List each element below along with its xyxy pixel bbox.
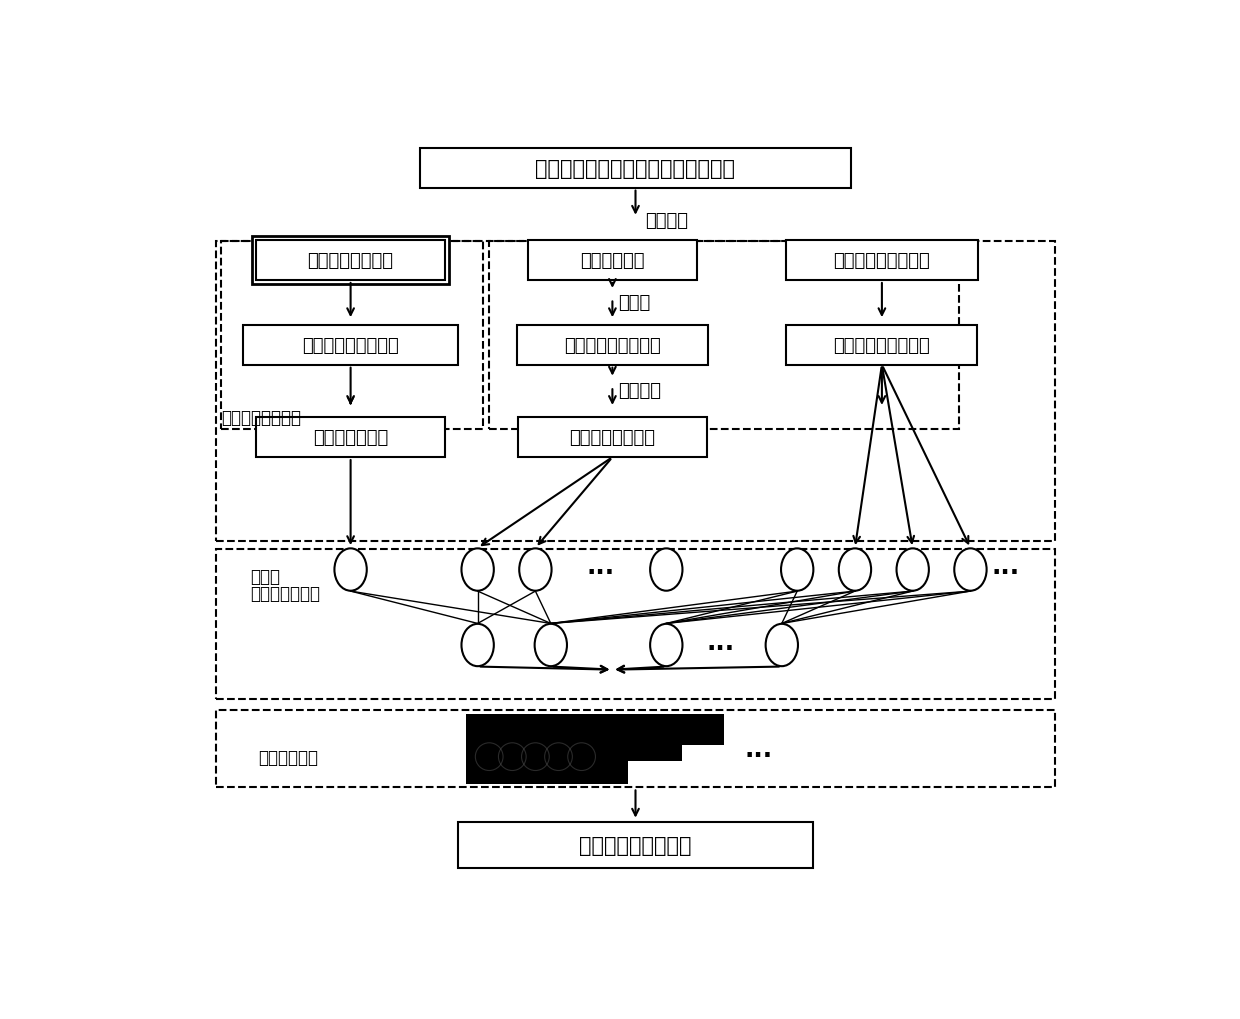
Bar [627,714,682,761]
Text: 量化处理: 量化处理 [645,212,688,229]
Ellipse shape [520,549,552,591]
Ellipse shape [534,625,567,666]
Bar [517,325,708,366]
Text: ...: ... [706,631,734,654]
Ellipse shape [650,625,682,666]
Bar [466,714,627,784]
Bar [518,418,707,458]
Bar [528,240,697,281]
Ellipse shape [461,549,494,591]
Text: 标准化后的时间数据: 标准化后的时间数据 [303,336,399,355]
Text: 改进型: 改进型 [250,568,280,585]
Text: 降维后的天气数据: 降维后的天气数据 [569,429,656,446]
Bar [257,418,445,458]
Bar [243,325,459,366]
Bar [786,240,978,281]
Bar [420,149,851,189]
Bar [490,242,959,430]
Text: 预测点天气预报信息和历史出力数据: 预测点天气预报信息和历史出力数据 [536,158,735,178]
Bar [682,714,724,745]
Text: ...: ... [745,737,773,761]
Text: 预测点日期与时间: 预测点日期与时间 [308,252,393,270]
Text: 标准化后的历史数据: 标准化后的历史数据 [564,336,661,355]
Text: 量化天气数据: 量化天气数据 [580,252,645,270]
Bar [257,240,445,281]
Ellipse shape [461,625,494,666]
Text: ...: ... [587,555,615,579]
Text: 蒙特卡洛采样: 蒙特卡洛采样 [258,748,319,766]
Bar [216,549,1055,699]
Bar [459,822,812,868]
Ellipse shape [335,549,367,591]
Bar [216,711,1055,788]
Ellipse shape [897,549,929,591]
Ellipse shape [650,549,682,591]
Text: 标准化: 标准化 [619,293,651,312]
Text: 最大功率预测模型: 最大功率预测模型 [221,409,301,427]
Text: 特征提取: 特征提取 [619,381,662,399]
Text: 标准化后的历史数据: 标准化后的历史数据 [833,336,930,355]
Ellipse shape [765,625,799,666]
Ellipse shape [955,549,987,591]
Text: 预测点最大功率: 预测点最大功率 [312,429,388,446]
Bar [253,236,449,284]
Bar [221,242,484,430]
Text: 预测点光伏出力分布: 预测点光伏出力分布 [579,836,692,855]
Text: ...: ... [991,555,1019,579]
Ellipse shape [781,549,813,591]
Text: 贝叶斯神经网络: 贝叶斯神经网络 [250,584,320,602]
Text: 预测点前的历史数据: 预测点前的历史数据 [833,252,930,270]
Bar [786,325,977,366]
Bar [216,242,1055,541]
Ellipse shape [838,549,872,591]
